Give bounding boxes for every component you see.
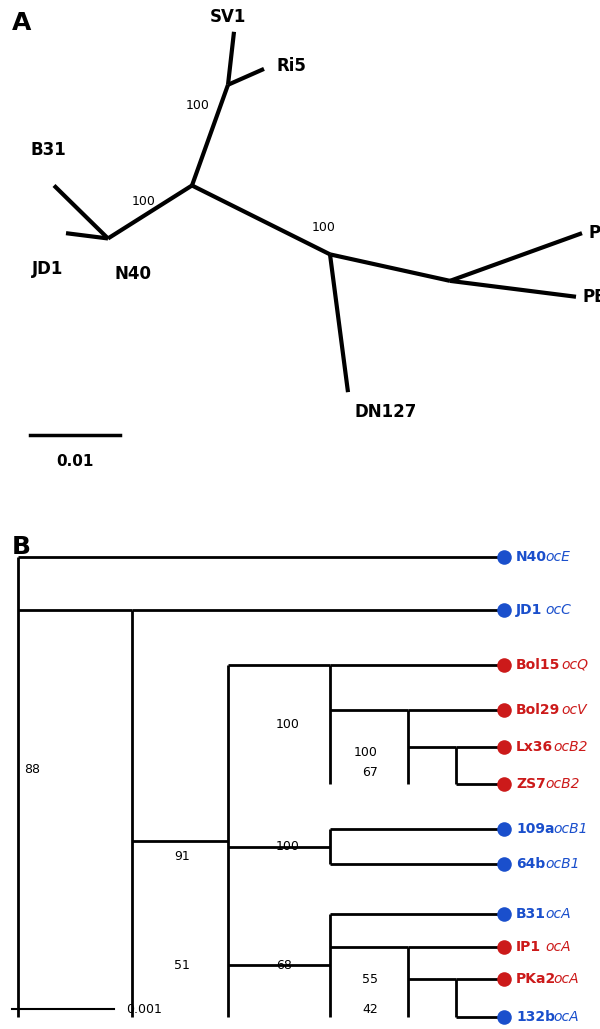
Text: ZS7: ZS7 xyxy=(516,778,546,791)
Text: 100: 100 xyxy=(312,221,336,235)
Text: DN127: DN127 xyxy=(354,402,416,421)
Text: 100: 100 xyxy=(186,100,210,112)
Text: 109a: 109a xyxy=(516,822,554,837)
Text: 68: 68 xyxy=(276,959,292,971)
Text: ocB1: ocB1 xyxy=(545,857,580,872)
Text: Ri5: Ri5 xyxy=(276,58,306,75)
Text: JD1: JD1 xyxy=(516,603,542,616)
Text: 51: 51 xyxy=(174,959,190,971)
Text: 132b: 132b xyxy=(516,1009,555,1024)
Text: ocB2: ocB2 xyxy=(553,740,588,754)
Text: 100: 100 xyxy=(276,841,300,853)
Text: B: B xyxy=(12,535,31,559)
Text: ocA: ocA xyxy=(553,1009,579,1024)
Text: 88: 88 xyxy=(24,762,40,776)
Text: Bol15: Bol15 xyxy=(516,658,560,672)
Text: SV1: SV1 xyxy=(210,8,246,27)
Text: ocQ: ocQ xyxy=(561,658,588,672)
Text: B31: B31 xyxy=(30,141,66,159)
Text: N40: N40 xyxy=(114,265,151,283)
Text: Bol29: Bol29 xyxy=(516,703,560,716)
Text: ocB2: ocB2 xyxy=(545,778,580,791)
Text: PKo: PKo xyxy=(588,224,600,242)
Text: ocB1: ocB1 xyxy=(553,822,588,837)
Text: 91: 91 xyxy=(174,850,190,863)
Point xyxy=(499,938,509,955)
Text: 100: 100 xyxy=(132,194,156,208)
Point xyxy=(499,856,509,873)
Text: Lx36: Lx36 xyxy=(516,740,553,754)
Text: ocA: ocA xyxy=(553,972,579,986)
Text: A: A xyxy=(12,10,31,35)
Text: ocA: ocA xyxy=(545,908,571,921)
Text: 64b: 64b xyxy=(516,857,545,872)
Text: N40: N40 xyxy=(516,551,547,564)
Text: 100: 100 xyxy=(276,718,300,731)
Text: IP1: IP1 xyxy=(516,939,541,954)
Text: 67: 67 xyxy=(362,767,378,780)
Point xyxy=(499,657,509,673)
Text: 0.001: 0.001 xyxy=(126,1002,162,1016)
Text: JD1: JD1 xyxy=(32,259,64,278)
Point xyxy=(499,906,509,922)
Text: 100: 100 xyxy=(354,746,378,758)
Point xyxy=(499,971,509,988)
Point xyxy=(499,776,509,792)
Text: 0.01: 0.01 xyxy=(56,455,94,469)
Point xyxy=(499,821,509,838)
Text: ocA: ocA xyxy=(545,939,571,954)
Text: PKa2: PKa2 xyxy=(516,972,556,986)
Text: 42: 42 xyxy=(362,1002,378,1016)
Text: PBi: PBi xyxy=(582,288,600,306)
Point xyxy=(499,739,509,755)
Point xyxy=(499,1008,509,1025)
Point xyxy=(499,702,509,718)
Text: ocC: ocC xyxy=(545,603,571,616)
Point xyxy=(499,602,509,618)
Text: 55: 55 xyxy=(362,972,378,986)
Text: ocE: ocE xyxy=(545,551,570,564)
Text: ocV: ocV xyxy=(561,703,587,716)
Text: B31: B31 xyxy=(516,908,546,921)
Point xyxy=(499,549,509,566)
